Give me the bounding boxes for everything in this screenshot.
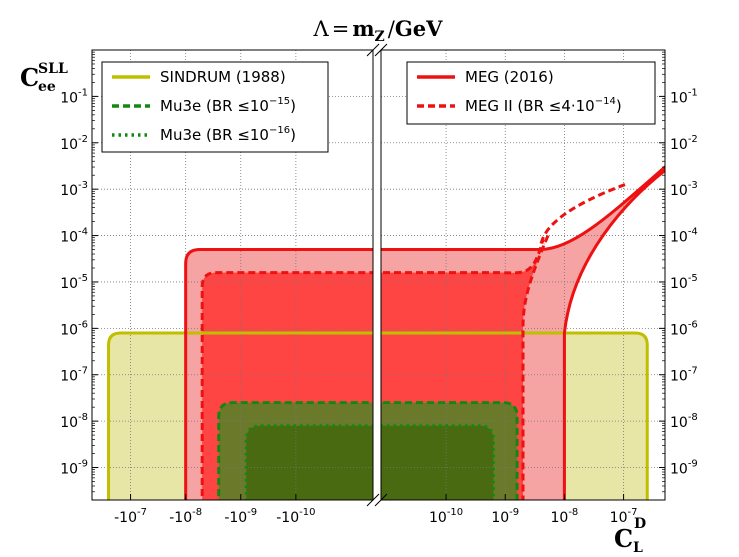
left-panel-frame (91, 49, 374, 501)
boundary-right-upper-meg-ii-br-4-10-14 (381, 239, 545, 275)
y-tick-label-right: 10-9 (670, 459, 698, 478)
legend-label: SINDRUM (1988) (160, 68, 286, 86)
axis-ticks: 10-1 10-1 10-2 10-2 10-3 10-3 10-4 10-4 10-5 10-5… (60, 51, 698, 526)
y-tick-label-right: 10-1 (670, 87, 698, 106)
title-unit: GeV (395, 16, 443, 41)
x-axis-label-base: C (614, 524, 633, 553)
y-tick-label-left: 10-4 (60, 227, 88, 246)
x-tick-label-right: 10-9 (491, 507, 519, 526)
boundary-right-mu3e-br-10-16 (381, 424, 495, 500)
legend-label: Mu3e (BR ≤10−15) (160, 96, 296, 115)
title-m-sub: Z (375, 29, 385, 45)
y-tick-label-left: 10-8 (60, 412, 88, 431)
x-tick-label-right: 10-8 (551, 507, 579, 526)
y-tick-label-right: 10-3 (670, 180, 698, 199)
boundary-left-sindrum-1988 (107, 331, 373, 500)
y-tick-label-right: 10-8 (670, 412, 698, 431)
title-equals: = (332, 17, 350, 41)
boundary-left-meg-2016 (184, 247, 373, 500)
legend-label: Mu3e (BR ≤10−16) (160, 125, 296, 144)
y-tick-label-left: 10-2 (60, 134, 88, 153)
y-tick-label-left: 10-3 (60, 180, 88, 199)
legends: SINDRUM (1988) Mu3e (BR ≤10−15) Mu3e (BR ≤… (101, 61, 656, 153)
boundary-right-lower-meg-ii-br-4-10-14 (521, 234, 550, 500)
right-panel-frame (380, 49, 666, 501)
y-tick-label-left: 10-1 (60, 87, 88, 106)
boundary-right-upper-meg-2016 (381, 164, 665, 251)
x-tick-label-left: -10-8 (169, 507, 202, 526)
y-axis-label: C (20, 63, 39, 92)
region-fill-right-mu3e-br-10-16 (381, 425, 494, 500)
region-fill-left-mu3e-br-10-16 (246, 425, 373, 500)
x-tick-label-right: 10-7 (610, 507, 638, 526)
y-tick-label-right: 10-6 (670, 319, 698, 338)
x-tick-label-left: -10-7 (114, 507, 147, 526)
y-tick-label-left: 10-9 (60, 459, 88, 478)
y-tick-label-left: 10-7 (60, 366, 88, 385)
boundary-right-tail-meg-ii-br-4-10-14 (539, 183, 626, 244)
x-tick-label-right: 10-10 (429, 507, 463, 526)
legend-box-top-right (406, 61, 656, 125)
title-m: m (352, 16, 374, 41)
x-tick-label-left: -10-9 (224, 507, 257, 526)
fills-left-panel (108, 249, 373, 500)
curves-right-panel (381, 164, 665, 500)
x-axis-label: C (614, 524, 633, 553)
title-slash: / (388, 17, 396, 41)
y-tick-label-right: 10-2 (670, 134, 698, 153)
legend-label: MEG (2016) (465, 68, 554, 86)
y-tick-label-right: 10-5 (670, 273, 698, 292)
y-tick-label-right: 10-4 (670, 227, 698, 246)
boundary-right-lower-meg-2016 (562, 168, 665, 500)
y-axis-label-sub: ee (38, 79, 56, 95)
y-tick-label-left: 10-5 (60, 273, 88, 292)
y-tick-label-right: 10-7 (670, 366, 698, 385)
y-tick-label-left: 10-6 (60, 319, 88, 338)
boundary-left-mu3e-br-10-15 (217, 401, 373, 500)
x-axis-label-sup: D (634, 516, 646, 532)
boundary-left-mu3e-br-10-16 (244, 424, 373, 500)
y-axis-label-base: C (20, 63, 39, 92)
title-lambda: Λ (313, 17, 330, 41)
legend-label: MEG II (BR ≤4·10−14) (465, 96, 622, 115)
x-axis-label-sub: L (633, 540, 643, 556)
fills-right-panel (381, 166, 665, 500)
curves-left-panel (107, 247, 373, 500)
boundary-left-meg-ii-br-4-10-14 (200, 271, 373, 500)
boundary-right-sindrum-1988 (381, 331, 649, 500)
axis-break-marks (366, 43, 388, 507)
y-axis-label-sup: SLL (38, 61, 68, 77)
x-tick-label-left: -10-10 (276, 507, 315, 526)
chart-title: Λ = mZ/GeV (313, 16, 444, 45)
